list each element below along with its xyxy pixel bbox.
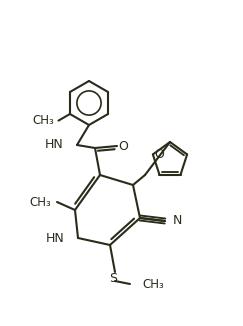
Text: S: S (109, 272, 117, 285)
Text: CH₃: CH₃ (142, 277, 164, 290)
Text: HN: HN (44, 139, 63, 152)
Text: CH₃: CH₃ (33, 114, 54, 127)
Text: O: O (154, 148, 164, 161)
Text: CH₃: CH₃ (29, 196, 51, 209)
Text: N: N (173, 215, 182, 228)
Text: HN: HN (45, 231, 64, 244)
Text: O: O (118, 140, 128, 153)
